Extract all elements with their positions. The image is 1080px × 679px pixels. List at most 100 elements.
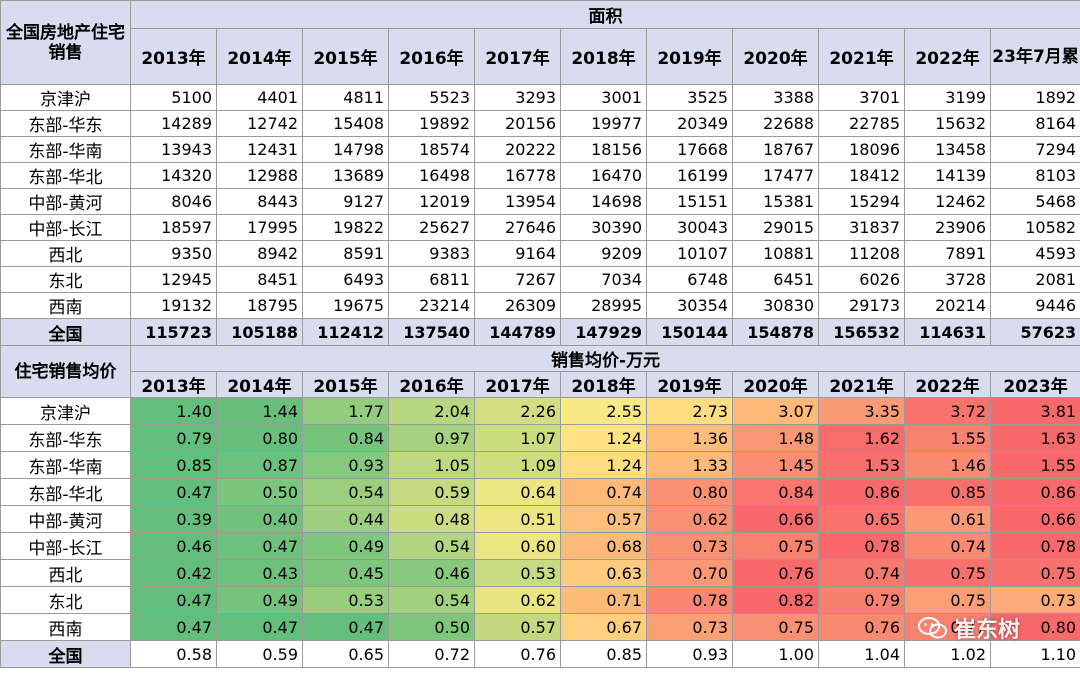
area-value-cell: 12742 [216, 110, 303, 137]
area-year-header: 23年7月累 [989, 28, 1080, 85]
area-value-cell: 15408 [302, 110, 389, 137]
price-value-cell: 0.86 [989, 478, 1080, 506]
area-value-cell: 3728 [904, 266, 991, 293]
area-value-cell: 1892 [989, 84, 1080, 111]
price-value-cell: 0.48 [388, 505, 475, 533]
price-value-cell: 0.54 [302, 478, 389, 506]
price-total-cell: 1.02 [904, 640, 991, 668]
price-value-cell: 0.79 [818, 586, 905, 614]
price-total-cell: 1.10 [989, 640, 1080, 668]
area-value-cell: 14289 [130, 110, 217, 137]
price-value-cell: 0.66 [732, 505, 819, 533]
area-value-cell: 19977 [560, 110, 647, 137]
area-value-cell: 8164 [989, 110, 1080, 137]
price-value-cell: 1.55 [989, 451, 1080, 479]
area-corner-label: 全国房地产住宅销售 [0, 0, 131, 85]
price-total-cell: 0.85 [560, 640, 647, 668]
price-value-cell: 2.55 [560, 397, 647, 425]
area-year-header: 2022年 [904, 28, 991, 85]
area-value-cell: 23214 [388, 292, 475, 319]
area-value-cell: 27646 [474, 214, 561, 241]
area-region-label: 东部-华南 [0, 136, 131, 163]
price-value-cell: 0.80 [216, 424, 303, 452]
price-total-cell: 0.65 [302, 640, 389, 668]
price-value-cell: 0.78 [646, 586, 733, 614]
area-region-label: 东部-华东 [0, 110, 131, 137]
price-value-cell: 0.73 [646, 532, 733, 560]
area-region-label: 东部-华北 [0, 162, 131, 189]
price-value-cell: 0.62 [474, 586, 561, 614]
price-total-cell: 1.04 [818, 640, 905, 668]
price-value-cell: 0.75 [904, 559, 991, 587]
price-year-header: 2013年 [130, 371, 217, 398]
area-table-row: 京津沪 5100 4401 4811 5523 3293 3001 3525 3388 3701 3… [0, 84, 1080, 111]
price-value-cell: 0.85 [130, 451, 217, 479]
price-value-cell: 0.44 [302, 505, 389, 533]
price-value-cell: 0.75 [732, 532, 819, 560]
price-value-cell: 1.48 [732, 424, 819, 452]
price-total-label: 全国 [0, 640, 131, 668]
area-value-cell: 5523 [388, 84, 475, 111]
price-value-cell: 0.80 [646, 478, 733, 506]
area-value-cell: 14698 [560, 188, 647, 215]
price-value-cell: 0.84 [302, 424, 389, 452]
area-value-cell: 19892 [388, 110, 475, 137]
price-value-cell: 0.47 [302, 613, 389, 641]
price-value-cell: 0.97 [388, 424, 475, 452]
area-value-cell: 12019 [388, 188, 475, 215]
area-year-header: 2016年 [388, 28, 475, 85]
area-total-cell: 150144 [646, 318, 733, 346]
price-value-cell: 1.05 [388, 451, 475, 479]
wechat-icon [918, 617, 947, 639]
price-value-cell: 1.77 [302, 397, 389, 425]
area-value-cell: 12945 [130, 266, 217, 293]
price-value-cell: 0.64 [474, 478, 561, 506]
price-value-cell: 0.78 [989, 532, 1080, 560]
price-value-cell: 0.86 [818, 478, 905, 506]
area-value-cell: 13689 [302, 162, 389, 189]
price-value-cell: 1.63 [989, 424, 1080, 452]
area-total-cell: 137540 [388, 318, 475, 346]
area-value-cell: 18412 [818, 162, 905, 189]
area-total-cell: 114631 [904, 318, 991, 346]
price-table-row: 东部-华北 0.47 0.50 0.54 0.59 0.64 0.74 0.80 0.84 0.8… [0, 478, 1080, 506]
price-value-cell: 0.79 [130, 424, 217, 452]
area-value-cell: 13954 [474, 188, 561, 215]
price-table-row: 中部-黄河 0.39 0.40 0.44 0.48 0.51 0.57 0.62 0.66 0.6… [0, 505, 1080, 533]
area-table-row: 东北 12945 8451 6493 6811 7267 7034 6748 6451 6026 3… [0, 266, 1080, 293]
price-value-cell: 0.70 [646, 559, 733, 587]
price-total-row: 全国 0.58 0.59 0.65 0.72 0.76 0.85 0.93 1.00 1.04 1.… [0, 640, 1080, 668]
area-region-label: 东北 [0, 266, 131, 293]
area-value-cell: 6748 [646, 266, 733, 293]
watermark-text: 崔东树 [954, 618, 1021, 643]
area-total-cell: 115723 [130, 318, 217, 346]
area-value-cell: 16778 [474, 162, 561, 189]
price-year-row: 2013年 2014年 2015年 2016年 2017年 2018年 2019年 2020年… [1, 371, 1080, 398]
price-value-cell: 0.60 [474, 532, 561, 560]
price-value-cell: 0.42 [130, 559, 217, 587]
price-value-cell: 0.82 [732, 586, 819, 614]
area-total-cell: 147929 [560, 318, 647, 346]
area-table-row: 中部-长江 18597 17995 19822 25627 27646 30390 30043… [0, 214, 1080, 241]
area-year-header: 2020年 [732, 28, 819, 85]
price-year-header: 2014年 [216, 371, 303, 398]
area-value-cell: 16470 [560, 162, 647, 189]
area-value-cell: 14798 [302, 136, 389, 163]
price-value-cell: 0.62 [646, 505, 733, 533]
area-year-header: 2014年 [216, 28, 303, 85]
price-value-cell: 0.54 [388, 586, 475, 614]
price-total-cell: 0.72 [388, 640, 475, 668]
price-value-cell: 0.67 [560, 613, 647, 641]
price-title-row: 住宅销售均价 销售均价-万元 [0, 345, 1080, 398]
price-table-row: 东北 0.47 0.49 0.53 0.54 0.62 0.71 0.78 0.82 0.79 0.… [0, 586, 1080, 614]
price-year-header: 2021年 [818, 371, 905, 398]
area-value-cell: 8103 [989, 162, 1080, 189]
area-value-cell: 22688 [732, 110, 819, 137]
area-table-row: 东部-华南 13943 12431 14798 18574 20222 18156 17668… [0, 136, 1080, 163]
area-value-cell: 6493 [302, 266, 389, 293]
area-value-cell: 19822 [302, 214, 389, 241]
price-value-cell: 0.53 [302, 586, 389, 614]
area-value-cell: 20156 [474, 110, 561, 137]
price-value-cell: 1.44 [216, 397, 303, 425]
